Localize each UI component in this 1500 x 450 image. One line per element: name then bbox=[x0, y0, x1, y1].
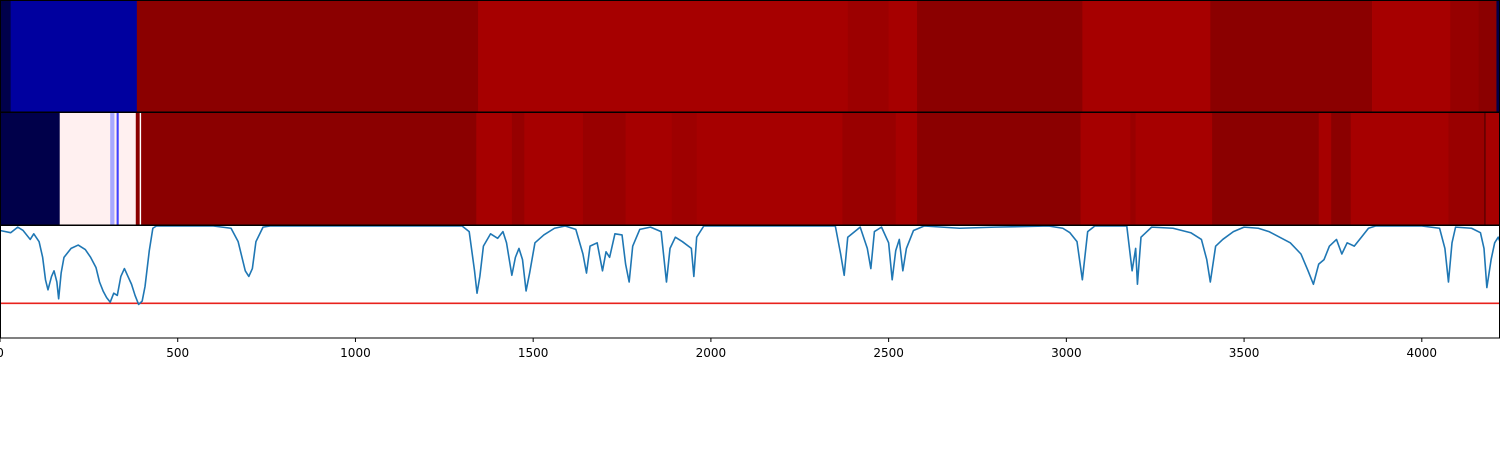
x-tick-label-0: 0 bbox=[0, 346, 4, 360]
heatmap-cell-r2-26 bbox=[1448, 113, 1485, 225]
heatmap-cell-r2-11 bbox=[524, 113, 584, 225]
heatmap-cell-r1-10 bbox=[1450, 1, 1480, 112]
heatmap-cell-r2-10 bbox=[511, 113, 525, 225]
heatmap-row-1 bbox=[0, 1, 1500, 112]
x-tick-label-3500: 3500 bbox=[1229, 346, 1260, 360]
heatmap-cell-r2-25 bbox=[1350, 113, 1449, 225]
heatmap-cell-r1-2 bbox=[136, 1, 479, 112]
heatmap-cell-r1-7 bbox=[1082, 1, 1211, 112]
heatmap-cell-r1-6 bbox=[917, 1, 1083, 112]
heatmap-cell-r2-17 bbox=[895, 113, 918, 225]
heatmap-cell-r2-19 bbox=[1080, 113, 1131, 225]
heatmap-cell-r1-8 bbox=[1210, 1, 1373, 112]
x-tick-label-1500: 1500 bbox=[518, 346, 549, 360]
heatmap-cell-r2-4 bbox=[116, 113, 120, 225]
heatmap-cell-r2-0 bbox=[0, 113, 61, 225]
heatmap-cell-r2-7 bbox=[139, 113, 142, 225]
heatmap-cell-r2-9 bbox=[476, 113, 513, 225]
x-tick-label-2500: 2500 bbox=[873, 346, 904, 360]
heatmap-cell-r1-0 bbox=[0, 1, 12, 112]
heatmap-cell-r2-16 bbox=[842, 113, 897, 225]
heatmap-cell-r2-22 bbox=[1212, 113, 1320, 225]
heatmap-cell-r2-20 bbox=[1130, 113, 1137, 225]
x-tick-label-4000: 4000 bbox=[1407, 346, 1438, 360]
heatmap-cell-r2-24 bbox=[1331, 113, 1352, 225]
heatmap-cell-r2-1 bbox=[59, 113, 111, 225]
heatmap-cell-r1-12 bbox=[1496, 1, 1500, 112]
x-tick-label-500: 500 bbox=[166, 346, 189, 360]
heatmap-cell-r2-3 bbox=[114, 113, 117, 225]
heatmap-cell-r2-2 bbox=[110, 113, 115, 225]
line-plot-panel bbox=[0, 225, 1500, 338]
heatmap-cell-r2-12 bbox=[582, 113, 626, 225]
heatmap-cell-r2-28 bbox=[1485, 113, 1500, 225]
heatmap-cell-r2-5 bbox=[118, 113, 137, 225]
heatmap-cell-r2-23 bbox=[1318, 113, 1332, 225]
x-tick-label-2000: 2000 bbox=[696, 346, 727, 360]
heatmap-cell-r2-8 bbox=[141, 113, 477, 225]
x-axis: 0 500 1000 1500 2000 2500 3000 3500 4000 bbox=[0, 338, 1437, 360]
heatmap-cell-r1-3 bbox=[478, 1, 849, 112]
heatmap-cell-r2-14 bbox=[671, 113, 698, 225]
x-tick-label-3000: 3000 bbox=[1051, 346, 1082, 360]
heatmap-cell-r2-21 bbox=[1135, 113, 1213, 225]
heatmap-cell-r1-11 bbox=[1478, 1, 1497, 112]
heatmap-row-2 bbox=[0, 113, 1500, 225]
line-plot-background bbox=[0, 226, 1500, 338]
heatmap-cell-r2-13 bbox=[625, 113, 673, 225]
heatmap-cell-r2-15 bbox=[696, 113, 843, 225]
heatmap-cell-r2-27 bbox=[1484, 113, 1487, 225]
heatmap-cell-r1-5 bbox=[888, 1, 918, 112]
heatmap-cell-r2-6 bbox=[135, 113, 141, 225]
heatmap-cell-r1-4 bbox=[847, 1, 890, 112]
series-line bbox=[0, 225, 1500, 306]
x-tick-label-1000: 1000 bbox=[340, 346, 371, 360]
heatmap-cell-r2-18 bbox=[917, 113, 1081, 225]
heatmap-cell-r1-1 bbox=[10, 1, 138, 112]
heatmap-cell-r1-9 bbox=[1372, 1, 1451, 112]
